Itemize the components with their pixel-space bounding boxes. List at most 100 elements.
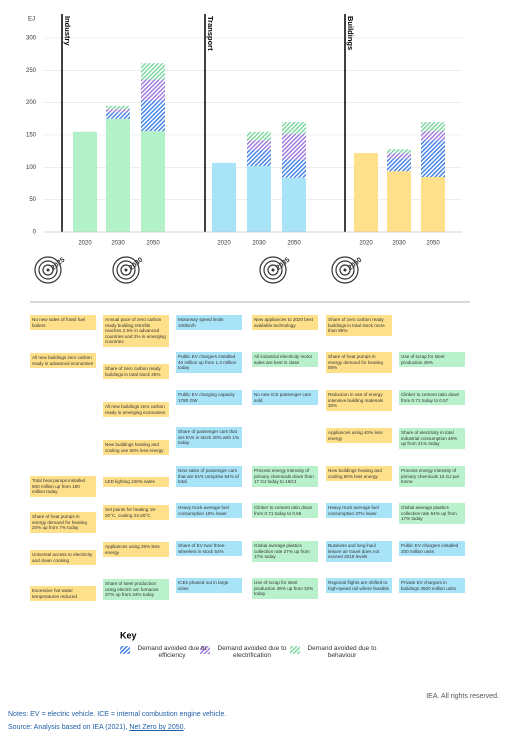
milestone-year: 2030 <box>128 257 145 272</box>
x-tick-label: 2030 <box>111 241 125 247</box>
bar <box>387 171 411 232</box>
bar-segment <box>387 158 411 172</box>
milestone-box: All new buildings zero carbon ready in e… <box>103 402 169 418</box>
key-label: Demand avoided due to electrification <box>217 645 287 659</box>
milestone-box: New buildings heating and cooling 80% le… <box>326 466 392 482</box>
bar-segment <box>247 140 271 150</box>
milestone-box: Process energy intensity of primary chem… <box>252 466 318 487</box>
milestone-box: Share of steel production using electric… <box>103 579 169 600</box>
target-icon <box>42 264 54 276</box>
milestone-box: New buildings heating and cooling use 50… <box>103 440 169 456</box>
bar <box>282 177 306 232</box>
milestone-box: Annual pace of zero carbon ready buildin… <box>103 315 169 347</box>
bar-segment <box>421 131 445 141</box>
target-icon <box>124 268 128 272</box>
x-tick-label: 2030 <box>252 241 266 247</box>
milestone-box: Public EV chargers installed 40 million … <box>176 352 242 373</box>
x-tick-label: 2030 <box>392 241 406 247</box>
key-label: Demand avoided due to efficiency <box>137 645 207 659</box>
bar-segment <box>282 122 306 134</box>
milestone-box: All industrial electricity motor sales a… <box>252 352 318 368</box>
bar <box>73 131 97 232</box>
milestone-box: Universal access to electricity and clea… <box>30 550 96 566</box>
milestone-box: Use of scrap for steel production 46% <box>399 352 465 368</box>
milestone-box: No new ICE passenger cars sold <box>252 390 318 406</box>
bar-segment <box>141 100 165 132</box>
key-swatch <box>120 646 130 654</box>
key-swatch <box>290 646 300 654</box>
source: Source: Analysis based on IEA (2021), Ne… <box>8 724 185 731</box>
milestone-box: Share of heat pumps in energy demand for… <box>30 512 96 533</box>
milestone-box: Regional flights are shifted to high-spe… <box>326 578 392 594</box>
milestone-box: Share of electricity in total industrial… <box>399 428 465 449</box>
milestone-box: Clinker to cement ratio down from 0.71 t… <box>252 503 318 519</box>
target-icon <box>112 256 140 284</box>
bar <box>421 177 445 232</box>
milestone-box: Public EV chargers installed 200 million… <box>399 541 465 557</box>
bar-segment <box>387 153 411 159</box>
bar-segment <box>421 140 445 178</box>
bar-segment <box>141 79 165 101</box>
milestone-box: Share of zero carbon ready buildings in … <box>326 315 392 336</box>
milestone-box: Appliances using 25% less energy <box>103 542 169 558</box>
y-tick-label: 150 <box>26 133 37 139</box>
key-title: Key <box>120 630 137 640</box>
x-tick-label: 2050 <box>146 241 160 247</box>
bar-segment <box>282 159 306 178</box>
source-link[interactable]: Net Zero by 2050 <box>129 724 184 731</box>
milestone-box: All new buildings zero carbon ready in a… <box>30 353 96 369</box>
bar-segment <box>106 112 130 119</box>
bar-segment <box>141 63 165 80</box>
target-icon <box>46 268 50 272</box>
panel-title: Buildings <box>346 16 355 50</box>
target-icon <box>339 264 351 276</box>
milestone-box: Excessive hot water temperatures reduced <box>30 586 96 602</box>
y-tick-label: 200 <box>26 100 37 106</box>
key-swatch <box>200 646 210 654</box>
bar-segment <box>106 105 130 110</box>
milestone-box: Share of heat pumps in energy demand for… <box>326 352 392 373</box>
milestone-box: Global average plastics collection rate … <box>252 541 318 562</box>
milestone-box: Heavy truck average fuel consumption 19%… <box>176 503 242 519</box>
x-tick-label: 2050 <box>287 241 301 247</box>
bar-segment <box>247 131 271 141</box>
milestone-box: Motorway speed limits 100km/h <box>176 315 242 331</box>
milestone-year: 2025 <box>50 257 67 272</box>
milestone-box: Total heat pumps installed 600 million u… <box>30 476 96 497</box>
milestone-box: New appliances to 2020 best available te… <box>252 315 318 331</box>
milestone-box: ICEs phased out in large cities <box>176 578 242 594</box>
target-icon <box>271 268 275 272</box>
bar <box>247 166 271 232</box>
milestone-box: Heavy truck average fuel consumption 37%… <box>326 503 392 519</box>
milestone-box: Process energy intensity of primary chem… <box>399 466 465 487</box>
x-tick-label: 2020 <box>359 241 373 247</box>
bar-segment <box>282 133 306 160</box>
bar-segment <box>387 149 411 154</box>
key-label: Demand avoided due to behaviour <box>307 645 377 659</box>
milestone-box: LED lighting 100% sales <box>103 477 169 487</box>
milestone-box: Business and long-haul leisure air trave… <box>326 541 392 562</box>
milestone-box: Public EV charging capacity 1780 GW <box>176 390 242 406</box>
milestone-box: Share of EV two/ three-wheelers in stock… <box>176 541 242 557</box>
panel-title: Industry <box>63 16 72 46</box>
milestone-box: Use of scrap for steel production 36% up… <box>252 578 318 599</box>
bar <box>212 162 236 232</box>
y-tick-label: 50 <box>29 197 36 203</box>
y-tick-label: 100 <box>26 165 37 171</box>
milestone-year: 2050 <box>347 257 364 272</box>
y-axis-label: EJ <box>28 17 35 23</box>
bar-segment <box>106 109 130 113</box>
panel-title: Transport <box>206 16 215 51</box>
target-icon <box>120 264 132 276</box>
source-text: Source: Analysis based on IEA (2021), <box>8 724 130 731</box>
milestone-year: 2035 <box>275 257 292 272</box>
bar-segment <box>247 149 271 167</box>
notes: Notes: EV = electric vehicle. ICE = inte… <box>8 711 227 718</box>
target-icon <box>259 256 287 284</box>
target-icon <box>331 256 359 284</box>
milestone-box: Share of passenger cars that are EVs in … <box>176 427 242 448</box>
target-icon <box>267 264 279 276</box>
milestone-box: Share of zero carbon ready buildings in … <box>103 364 169 380</box>
milestone-box: Appliances using 40% less energy <box>326 428 392 444</box>
